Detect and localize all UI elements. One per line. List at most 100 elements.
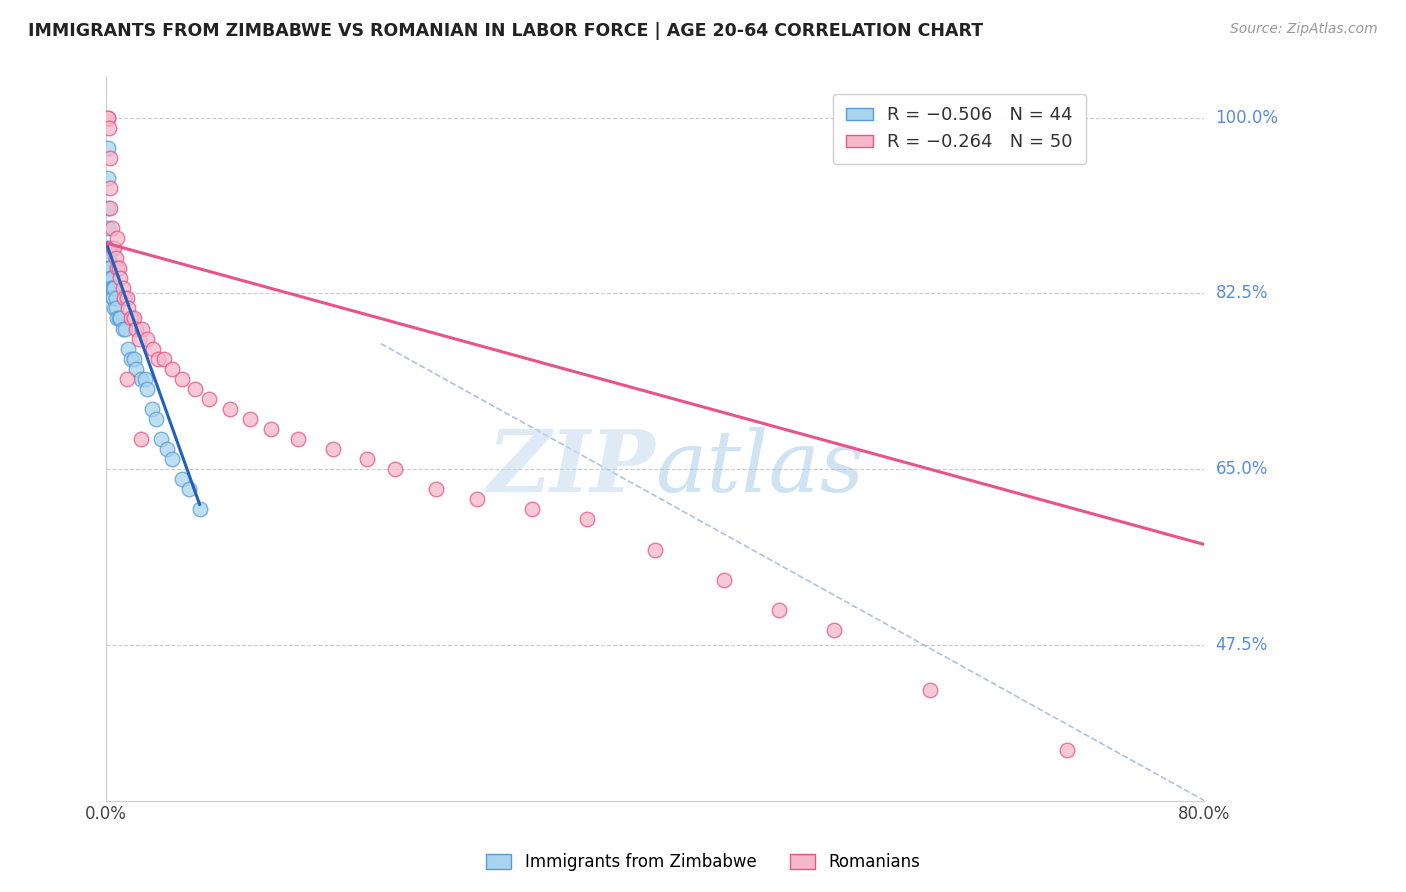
Point	[107, 311, 129, 326]
Point	[97, 201, 120, 215]
Point	[160, 452, 183, 467]
Legend: Immigrants from Zimbabwe, Romanians: Immigrants from Zimbabwe, Romanians	[478, 845, 928, 880]
Point	[98, 271, 121, 285]
Point	[103, 241, 125, 255]
Point	[98, 151, 121, 165]
Point	[97, 221, 120, 235]
Point	[260, 422, 283, 436]
Point	[120, 351, 142, 366]
Point	[170, 472, 193, 486]
Point	[425, 482, 447, 496]
Text: IMMIGRANTS FROM ZIMBABWE VS ROMANIAN IN LABOR FORCE | AGE 20-64 CORRELATION CHAR: IMMIGRANTS FROM ZIMBABWE VS ROMANIAN IN …	[28, 22, 983, 40]
Point	[108, 311, 131, 326]
Point	[97, 111, 120, 125]
Point	[98, 252, 121, 266]
Text: 100.0%: 100.0%	[1216, 109, 1278, 127]
Point	[103, 281, 125, 295]
Point	[184, 382, 207, 396]
Point	[104, 252, 127, 266]
Point	[111, 281, 134, 295]
Point	[465, 492, 488, 507]
Point	[150, 432, 173, 446]
Point	[644, 542, 666, 557]
Point	[131, 321, 153, 335]
Point	[125, 321, 148, 335]
Point	[103, 301, 125, 316]
Point	[322, 442, 344, 456]
Text: ZIP: ZIP	[488, 426, 655, 509]
Point	[108, 271, 131, 285]
Point	[98, 241, 121, 255]
Point	[129, 372, 152, 386]
Text: 65.0%: 65.0%	[1216, 460, 1268, 478]
Point	[520, 502, 543, 516]
Point	[575, 512, 598, 526]
Point	[98, 120, 121, 135]
Point	[101, 241, 124, 255]
Point	[117, 301, 139, 316]
Point	[104, 301, 127, 316]
Point	[98, 261, 121, 276]
Point	[239, 412, 262, 426]
Point	[101, 281, 124, 295]
Point	[98, 261, 121, 276]
Point	[122, 351, 145, 366]
Point	[114, 321, 136, 335]
Point	[98, 281, 121, 295]
Point	[148, 351, 170, 366]
Point	[98, 201, 121, 215]
Legend: R = −0.506   N = 44, R = −0.264   N = 50: R = −0.506 N = 44, R = −0.264 N = 50	[834, 94, 1085, 164]
Point	[128, 332, 150, 346]
Point	[98, 271, 121, 285]
Point	[97, 241, 120, 255]
Point	[768, 603, 790, 617]
Point	[125, 361, 148, 376]
Point	[111, 321, 134, 335]
Point	[823, 623, 845, 637]
Point	[122, 311, 145, 326]
Point	[97, 141, 120, 155]
Point	[1056, 743, 1078, 757]
Point	[117, 342, 139, 356]
Point	[356, 452, 378, 467]
Point	[107, 261, 129, 276]
Point	[120, 311, 142, 326]
Point	[134, 372, 156, 386]
Point	[170, 372, 193, 386]
Point	[97, 170, 120, 185]
Point	[156, 442, 179, 456]
Point	[918, 683, 941, 698]
Point	[145, 412, 167, 426]
Point	[713, 573, 735, 587]
Point	[129, 432, 152, 446]
Point	[136, 382, 159, 396]
Point	[105, 311, 128, 326]
Text: 47.5%: 47.5%	[1216, 636, 1268, 654]
Point	[97, 252, 120, 266]
Point	[104, 292, 127, 306]
Point	[153, 351, 176, 366]
Point	[100, 281, 122, 295]
Text: Source: ZipAtlas.com: Source: ZipAtlas.com	[1230, 22, 1378, 37]
Point	[384, 462, 406, 476]
Point	[100, 221, 122, 235]
Point	[115, 292, 138, 306]
Point	[188, 502, 211, 516]
Point	[141, 401, 163, 416]
Point	[101, 292, 124, 306]
Point	[105, 261, 128, 276]
Point	[287, 432, 309, 446]
Point	[100, 281, 122, 295]
Point	[105, 231, 128, 245]
Point	[160, 361, 183, 376]
Point	[112, 292, 135, 306]
Point	[198, 392, 221, 406]
Point	[142, 342, 165, 356]
Point	[97, 111, 120, 125]
Point	[136, 332, 159, 346]
Text: 82.5%: 82.5%	[1216, 285, 1268, 302]
Text: atlas: atlas	[655, 426, 865, 509]
Point	[115, 372, 138, 386]
Point	[177, 482, 200, 496]
Point	[98, 271, 121, 285]
